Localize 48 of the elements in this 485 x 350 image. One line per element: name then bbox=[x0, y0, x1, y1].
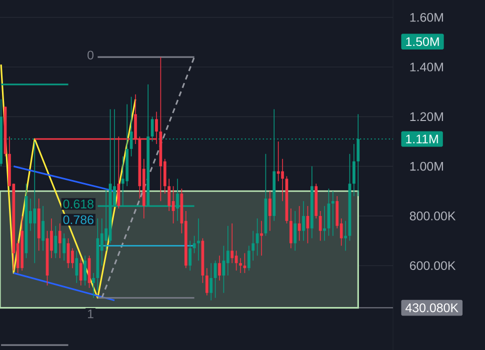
candlestick bbox=[79, 258, 82, 286]
candlestick bbox=[302, 200, 305, 242]
candlestick bbox=[323, 206, 326, 242]
candlestick bbox=[247, 245, 250, 271]
candlestick bbox=[84, 255, 86, 286]
candlestick bbox=[332, 190, 334, 236]
candlestick bbox=[260, 220, 263, 256]
y-tick-label: 1.20M bbox=[410, 112, 443, 122]
candlestick bbox=[62, 232, 66, 262]
candlestick bbox=[276, 141, 280, 182]
series-label: 0.786 bbox=[63, 215, 94, 224]
line-series bbox=[0, 64, 136, 299]
series-label: 0 bbox=[88, 50, 94, 60]
y-tick-label: 1.40M bbox=[410, 62, 443, 72]
ref-line-label: 1.11M bbox=[406, 134, 438, 144]
y-tick-label: 800.00K bbox=[410, 212, 456, 220]
candlestick bbox=[298, 206, 301, 242]
candlestick bbox=[226, 225, 230, 276]
candlestick bbox=[33, 141, 36, 264]
candlestick bbox=[252, 230, 255, 262]
candlestick bbox=[188, 240, 192, 271]
y-tick-label: 600.00K bbox=[410, 261, 456, 270]
y-tick-label: 1.00M bbox=[410, 162, 443, 171]
candlestick bbox=[239, 258, 242, 274]
candlestick bbox=[230, 223, 234, 264]
candlestick bbox=[71, 248, 74, 268]
candlestick bbox=[168, 178, 171, 212]
candlestick bbox=[92, 272, 95, 298]
candlestick bbox=[289, 208, 292, 249]
candlestick bbox=[318, 210, 322, 242]
series-label: 0.618 bbox=[63, 200, 94, 208]
candlestick bbox=[58, 223, 62, 259]
ref-line-label: 430.080K bbox=[405, 303, 458, 312]
candlestick bbox=[218, 255, 221, 281]
candlestick bbox=[352, 144, 356, 196]
candlestick bbox=[268, 190, 272, 232]
candlestick bbox=[210, 262, 213, 301]
candlestick bbox=[75, 250, 78, 284]
candlestick bbox=[42, 206, 44, 252]
text: 1.50M bbox=[406, 37, 439, 46]
candlestick bbox=[281, 158, 284, 202]
candlestick bbox=[294, 210, 297, 252]
y-tick-label: 1.60M bbox=[410, 12, 443, 22]
series-label: 1 bbox=[88, 310, 94, 318]
candlestick bbox=[197, 218, 200, 262]
candlestick bbox=[205, 268, 208, 296]
candlestick bbox=[344, 220, 347, 252]
candlestick bbox=[54, 225, 58, 259]
